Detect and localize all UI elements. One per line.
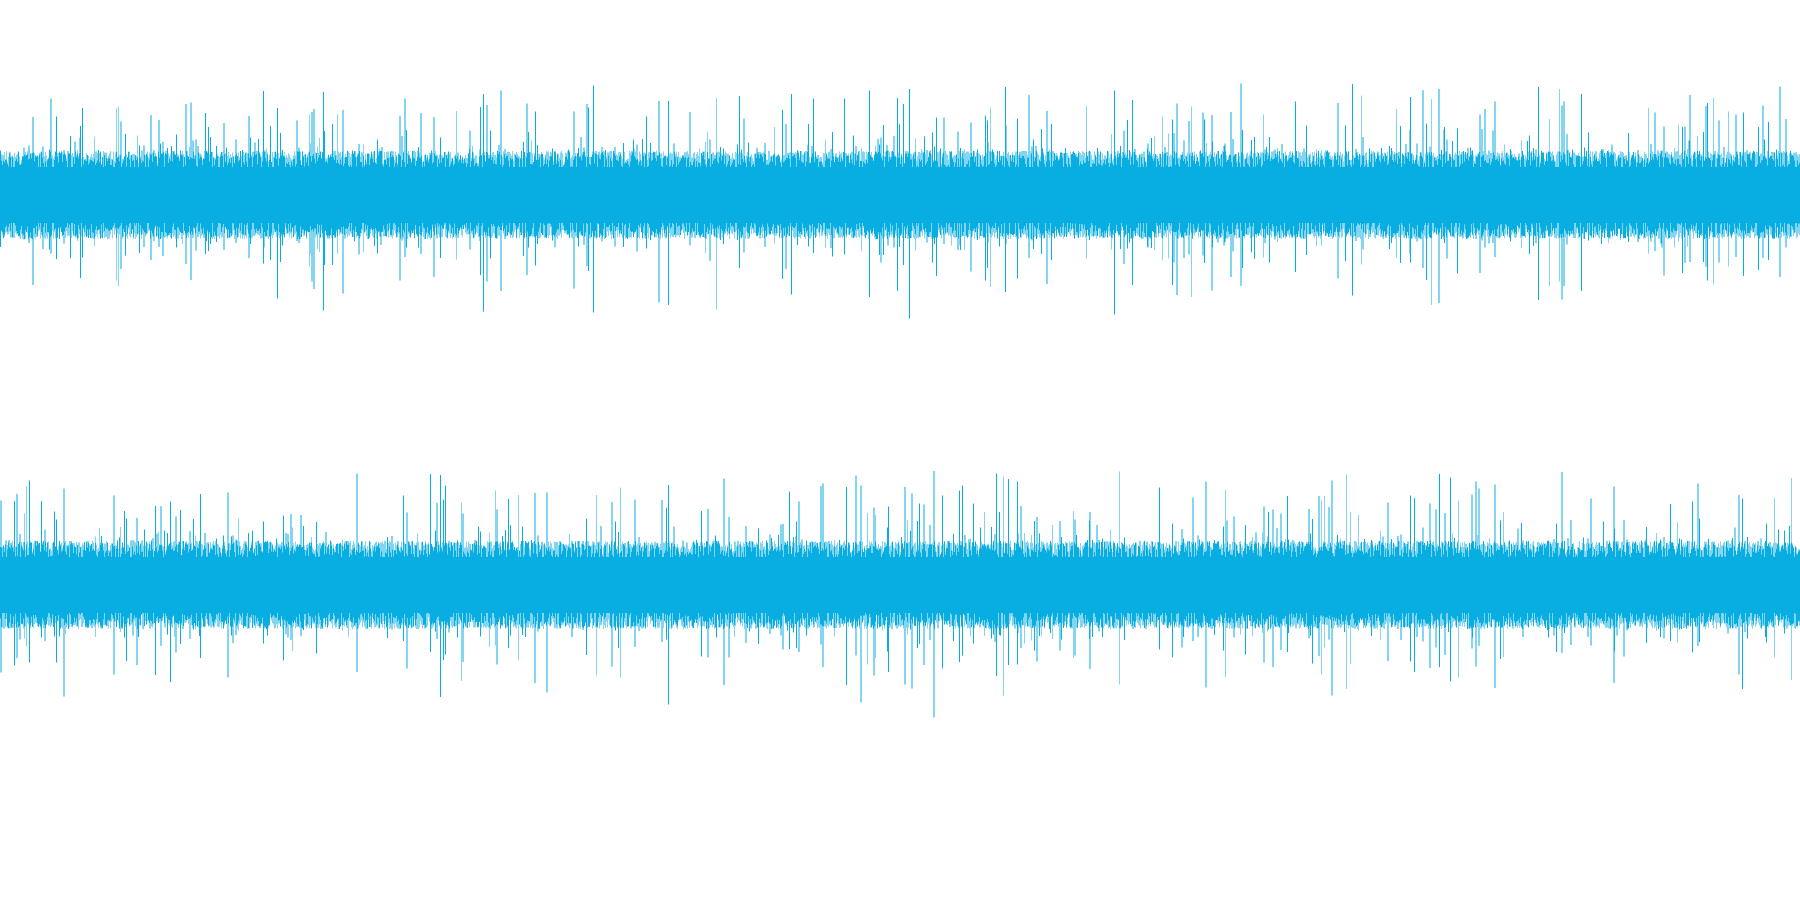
waveform-channel-1	[0, 83, 1800, 319]
waveform-channel-2	[0, 471, 1800, 718]
waveform-fringe	[0, 541, 1800, 629]
waveform-peaks	[0, 471, 1792, 718]
waveform-peaks	[0, 83, 1792, 319]
